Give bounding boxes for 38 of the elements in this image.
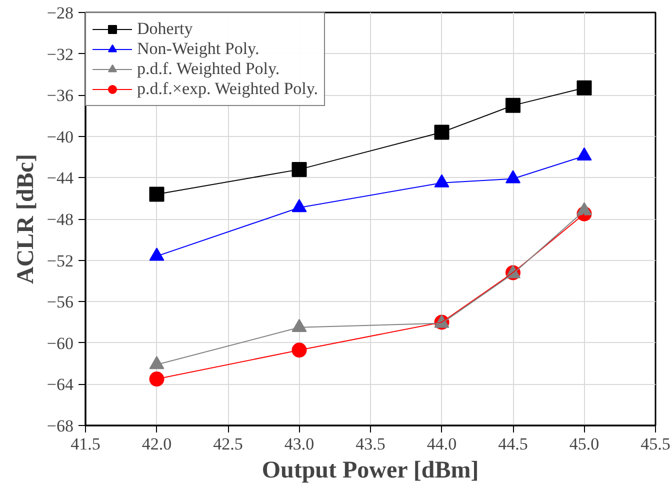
point	[576, 80, 592, 96]
y-axis-title: ACLR [dBc]	[12, 154, 39, 284]
x-tick-label: 44.5	[498, 434, 528, 454]
x-tick-label: 43.0	[284, 434, 314, 454]
x-tick-label: 43.5	[356, 434, 386, 454]
x-tick-label: 42.0	[142, 434, 172, 454]
x-axis-title: Output Power [dBm]	[262, 458, 479, 484]
legend-label: p.d.f. Weighted Poly.	[137, 59, 280, 79]
x-tick-label: 42.5	[213, 434, 243, 454]
point	[149, 356, 164, 370]
y-tick-label: −32	[46, 44, 74, 64]
legend-label: Doherty	[137, 19, 193, 39]
y-tick-label: −36	[46, 86, 74, 106]
y-tick-label: −48	[46, 210, 74, 229]
point	[434, 174, 450, 188]
point	[149, 186, 164, 202]
y-tick-label: −28	[46, 4, 74, 22]
point	[576, 147, 592, 161]
point	[506, 98, 520, 113]
x-tick-label: 45.0	[569, 434, 600, 454]
x-tick-label: 45.5	[640, 434, 670, 454]
y-tick-label: −56	[46, 292, 74, 312]
y-tick-label: −52	[46, 251, 74, 270]
legend-label: Non-Weight Poly.	[137, 39, 260, 59]
legend-label: p.d.f.×exp. Weighted Poly.	[137, 79, 318, 99]
point	[292, 318, 307, 332]
x-tick-label: 44.0	[426, 434, 457, 454]
y-tick-label: −64	[46, 375, 74, 394]
point	[576, 202, 592, 216]
y-tick-label: −40	[46, 127, 74, 146]
y-tick-label: −60	[46, 334, 74, 353]
x-tick-label: 41.5	[70, 434, 100, 454]
y-tick-label: −68	[46, 416, 74, 436]
y-tick-label: −44	[46, 168, 74, 188]
point	[506, 170, 520, 184]
point	[434, 124, 450, 140]
point	[292, 162, 307, 177]
point	[149, 248, 164, 261]
